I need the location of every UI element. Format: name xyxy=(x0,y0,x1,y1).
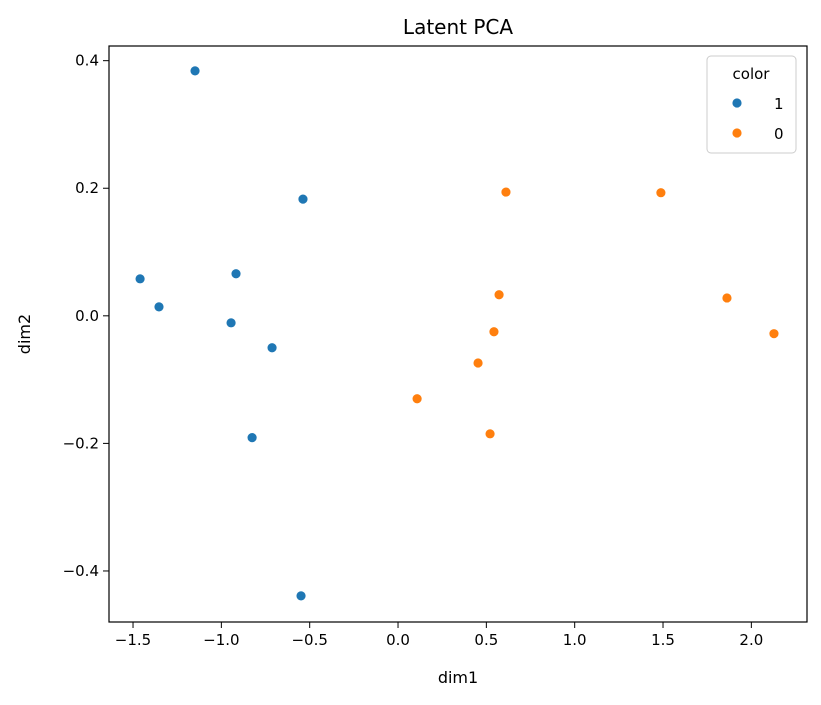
data-point-series-0 xyxy=(488,326,500,338)
data-point-series-1 xyxy=(266,342,278,354)
data-point-series-1 xyxy=(225,317,237,329)
data-point-series-1 xyxy=(246,432,258,444)
y-tick-label: −0.2 xyxy=(63,434,99,452)
data-point-series-0 xyxy=(411,393,423,405)
data-point-series-1 xyxy=(295,590,307,602)
legend-title: color xyxy=(733,65,771,83)
data-point-series-1 xyxy=(297,193,309,205)
y-tick-label: −0.4 xyxy=(63,562,99,580)
x-tick-label: 2.0 xyxy=(739,631,763,649)
x-tick-label: 1.0 xyxy=(563,631,587,649)
data-point-series-0 xyxy=(721,292,733,304)
data-point-series-0 xyxy=(472,357,484,369)
x-tick-label: 1.5 xyxy=(651,631,675,649)
data-point-series-1 xyxy=(189,65,201,77)
data-point-series-1 xyxy=(230,268,242,280)
legend-box xyxy=(706,55,797,154)
x-tick-label: −1.5 xyxy=(115,631,151,649)
data-point-series-0 xyxy=(484,428,496,440)
x-tick-label: −0.5 xyxy=(291,631,327,649)
chart-title: Latent PCA xyxy=(403,15,513,39)
legend-label: 1 xyxy=(774,95,784,113)
y-axis-label: dim2 xyxy=(15,314,34,354)
legend-marker xyxy=(731,97,743,109)
data-point-series-0 xyxy=(500,186,512,198)
data-point-series-1 xyxy=(134,273,146,285)
legend-marker xyxy=(731,127,743,139)
data-point-series-0 xyxy=(768,328,780,340)
y-tick-label: 0.0 xyxy=(75,307,99,325)
x-tick-label: 0.0 xyxy=(386,631,410,649)
y-tick-label: 0.4 xyxy=(75,52,99,70)
data-point-series-1 xyxy=(153,301,165,313)
y-tick-label: 0.2 xyxy=(75,179,99,197)
legend-label: 0 xyxy=(774,125,784,143)
x-tick-label: 0.5 xyxy=(474,631,498,649)
x-axis-label: dim1 xyxy=(438,668,478,687)
plot-frame xyxy=(108,45,808,623)
data-point-series-0 xyxy=(493,289,505,301)
data-point-series-0 xyxy=(655,187,667,199)
x-tick-label: −1.0 xyxy=(203,631,239,649)
